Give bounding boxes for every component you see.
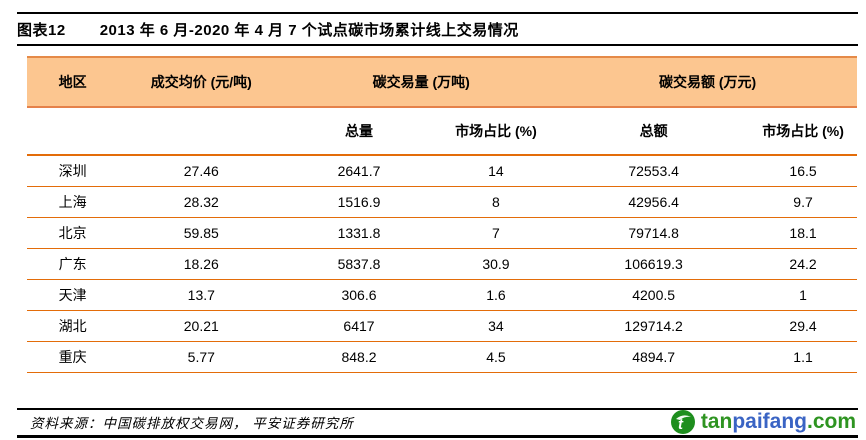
cell-avg-price: 5.77: [118, 341, 285, 373]
figure-title: 图表12 2013 年 6 月-2020 年 4 月 7 个试点碳市场累计线上交…: [17, 19, 858, 40]
col-subheader-volume-share: 市场占比 (%): [433, 107, 559, 156]
table-row: 上海 28.32 1516.9 8 42956.4 9.7: [27, 186, 857, 218]
cell-total-volume: 2641.7: [284, 155, 434, 187]
col-header-amount-group: 碳交易额 (万元): [558, 56, 857, 108]
cell-volume-share: 30.9: [433, 248, 559, 280]
table-row: 北京 59.85 1331.8 7 79714.8 18.1: [27, 217, 857, 249]
tanpaifang-logo-link[interactable]: t tanpaifang.com: [670, 409, 858, 435]
cell-total-amount: 4894.7: [558, 341, 750, 373]
cell-region: 深圳: [27, 155, 119, 187]
cell-total-amount: 72553.4: [558, 155, 750, 187]
cell-volume-share: 34: [433, 310, 559, 342]
bottom-divider: [17, 435, 858, 438]
cell-region: 上海: [27, 186, 119, 218]
cell-amount-share: 1.1: [749, 341, 857, 373]
col-header-volume-group: 碳交易量 (万吨): [284, 56, 559, 108]
cell-amount-share: 29.4: [749, 310, 857, 342]
figure-title-text: 2013 年 6 月-2020 年 4 月 7 个试点碳市场累计线上交易情况: [99, 22, 519, 39]
cell-amount-share: 16.5: [749, 155, 857, 187]
table-row: 湖北 20.21 6417 34 129714.2 29.4: [27, 310, 857, 342]
col-subheader-empty: [118, 107, 285, 156]
col-subheader-amount-share: 市场占比 (%): [749, 107, 857, 156]
cell-volume-share: 1.6: [433, 279, 559, 311]
table-row: 广东 18.26 5837.8 30.9 106619.3 24.2: [27, 248, 857, 280]
footer: 资料来源：中国碳排放权交易网， 平安证券研究所 t tanpaifang.com: [17, 409, 858, 435]
cell-avg-price: 13.7: [118, 279, 285, 311]
col-subheader-empty: [27, 107, 119, 156]
col-subheader-total-amount: 总额: [558, 107, 750, 156]
cell-avg-price: 59.85: [118, 217, 285, 249]
logo-part-com: .com: [806, 410, 856, 433]
cell-amount-share: 24.2: [749, 248, 857, 280]
cell-total-amount: 106619.3: [558, 248, 750, 280]
col-subheader-total-volume: 总量: [284, 107, 434, 156]
tanpaifang-globe-icon: t: [670, 409, 696, 435]
cell-total-volume: 306.6: [284, 279, 434, 311]
logo-part-tan: tan: [700, 410, 733, 433]
cell-avg-price: 20.21: [118, 310, 285, 342]
carbon-market-table: 地区 成交均价 (元/吨) 碳交易量 (万吨) 碳交易额 (万元) 总量 市场占…: [27, 56, 857, 373]
table-header-row-sub: 总量 市场占比 (%) 总额 市场占比 (%): [27, 107, 857, 156]
cell-total-volume: 1516.9: [284, 186, 434, 218]
cell-total-amount: 4200.5: [558, 279, 750, 311]
cell-amount-share: 9.7: [749, 186, 857, 218]
table-row: 重庆 5.77 848.2 4.5 4894.7 1.1: [27, 341, 857, 373]
cell-volume-share: 8: [433, 186, 559, 218]
cell-volume-share: 4.5: [433, 341, 559, 373]
figure-number: 图表12: [17, 22, 66, 39]
table-row: 深圳 27.46 2641.7 14 72553.4 16.5: [27, 155, 857, 187]
cell-total-volume: 6417: [284, 310, 434, 342]
footer-divider: [17, 408, 858, 410]
cell-region: 重庆: [27, 341, 119, 373]
title-divider: [17, 44, 858, 46]
svg-text:t: t: [678, 416, 684, 433]
col-header-avg-price: 成交均价 (元/吨): [118, 56, 285, 108]
cell-total-volume: 5837.8: [284, 248, 434, 280]
cell-volume-share: 14: [433, 155, 559, 187]
cell-region: 广东: [27, 248, 119, 280]
cell-avg-price: 18.26: [118, 248, 285, 280]
top-divider: [17, 12, 858, 14]
table-row: 天津 13.7 306.6 1.6 4200.5 1: [27, 279, 857, 311]
cell-total-volume: 848.2: [284, 341, 434, 373]
table-header-row-groups: 地区 成交均价 (元/吨) 碳交易量 (万吨) 碳交易额 (万元): [27, 56, 857, 108]
cell-avg-price: 28.32: [118, 186, 285, 218]
cell-amount-share: 18.1: [749, 217, 857, 249]
col-header-region: 地区: [27, 56, 119, 108]
cell-total-amount: 129714.2: [558, 310, 750, 342]
cell-region: 北京: [27, 217, 119, 249]
tanpaifang-logo-text: tanpaifang.com: [701, 410, 856, 434]
logo-part-paifang: paifang: [732, 410, 807, 433]
cell-total-volume: 1331.8: [284, 217, 434, 249]
cell-total-amount: 42956.4: [558, 186, 750, 218]
cell-region: 天津: [27, 279, 119, 311]
source-note: 资料来源：中国碳排放权交易网， 平安证券研究所: [30, 416, 354, 431]
cell-total-amount: 79714.8: [558, 217, 750, 249]
cell-region: 湖北: [27, 310, 119, 342]
cell-avg-price: 27.46: [118, 155, 285, 187]
cell-amount-share: 1: [749, 279, 857, 311]
cell-volume-share: 7: [433, 217, 559, 249]
